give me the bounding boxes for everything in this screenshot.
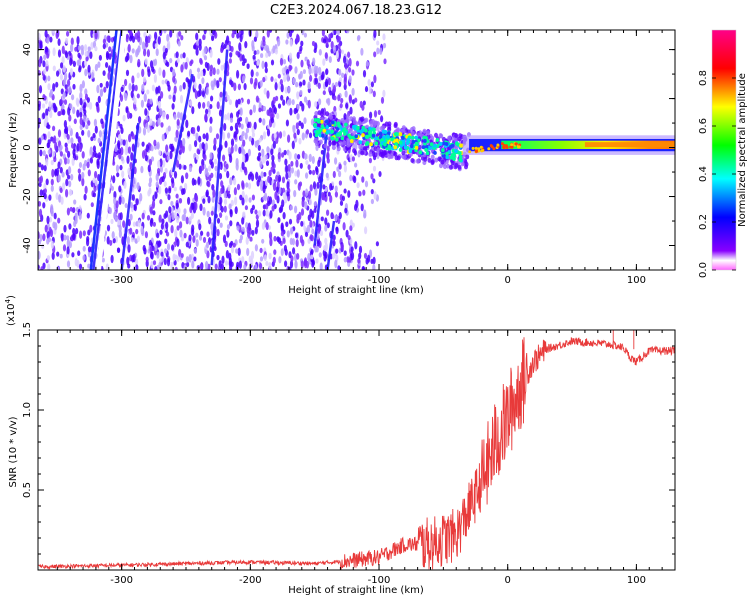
spectrogram-x-label: Height of straight line (km) (288, 285, 424, 296)
broadband-noise (38, 30, 387, 270)
spectrogram-x-tick-label: 0 (505, 275, 511, 286)
colorbar-tick-label: 0.2 (698, 214, 709, 230)
snr-y-tick-label: 1.5 (22, 322, 33, 338)
snr-x-tick-label: -300 (110, 575, 133, 586)
spectrogram-y-tick-label: 20 (22, 92, 33, 105)
spectrogram-y-tick-label: 40 (22, 43, 33, 56)
colorbar-ticks: 0.0 0.2 0.4 0.6 0.8 (698, 70, 736, 278)
colorbar-tick-label: 0.8 (698, 70, 709, 86)
snr-y-tick-label: 0.5 (22, 482, 33, 498)
spectrogram-frame (37, 29, 676, 271)
snr-y-tick-label: 1.0 (22, 402, 33, 418)
snr-x-tick-label: 0 (505, 575, 511, 586)
colorbar: 0.0 0.2 0.4 0.6 0.8 Normalized spectral ampl… (698, 29, 748, 278)
snr-x-tick-label: -200 (239, 575, 262, 586)
spectrogram-plot-area (38, 30, 675, 270)
spectrogram-x-tick-label: -300 (110, 275, 133, 286)
snr-y-label: SNR (10 * v/v) (8, 416, 19, 487)
colorbar-tick-label: 0.4 (698, 166, 709, 182)
colorbar-frame (711, 29, 737, 271)
snr-scale-label: (x104) (4, 295, 17, 326)
spectrogram-y-tick-label: -20 (22, 188, 33, 204)
carrier-signal (312, 110, 675, 172)
snr-panel: -300 -200 -100 0 100 1.5 1.0 0.5 Height of stra… (4, 295, 676, 596)
spectrogram-y-tick-label: -40 (22, 237, 33, 253)
colorbar-tick-label: 0.0 (698, 262, 709, 278)
colorbar-gradient (712, 30, 736, 270)
snr-frame (37, 329, 676, 571)
snr-ticks: -300 -200 -100 0 100 1.5 1.0 0.5 (22, 322, 676, 586)
snr-plot-area (38, 330, 675, 570)
colorbar-label: Normalized spectral amplitude (737, 73, 748, 227)
spectrogram-x-tick-label: -100 (368, 275, 391, 286)
spectrogram-y-tick-label: 0 (22, 144, 33, 150)
spectrogram-x-tick-label: 100 (627, 275, 646, 286)
snr-x-tick-label: 100 (627, 575, 646, 586)
snr-x-tick-label: -100 (368, 575, 391, 586)
spectrogram-x-tick-label: -200 (239, 275, 262, 286)
spectrogram-panel: -300 -200 -100 0 100 40 20 0 -20 -40 Height of st… (8, 29, 676, 296)
snr-x-label: Height of straight line (km) (288, 585, 424, 596)
figure-title: C2E3.2024.067.18.23.G12 (270, 3, 442, 18)
spectrogram-ticks: -300 -200 -100 0 100 40 20 0 -20 -40 (22, 30, 676, 286)
spectrogram-y-label: Frequency (Hz) (8, 112, 19, 188)
colorbar-tick-label: 0.6 (698, 118, 709, 134)
snr-trace (38, 336, 675, 570)
